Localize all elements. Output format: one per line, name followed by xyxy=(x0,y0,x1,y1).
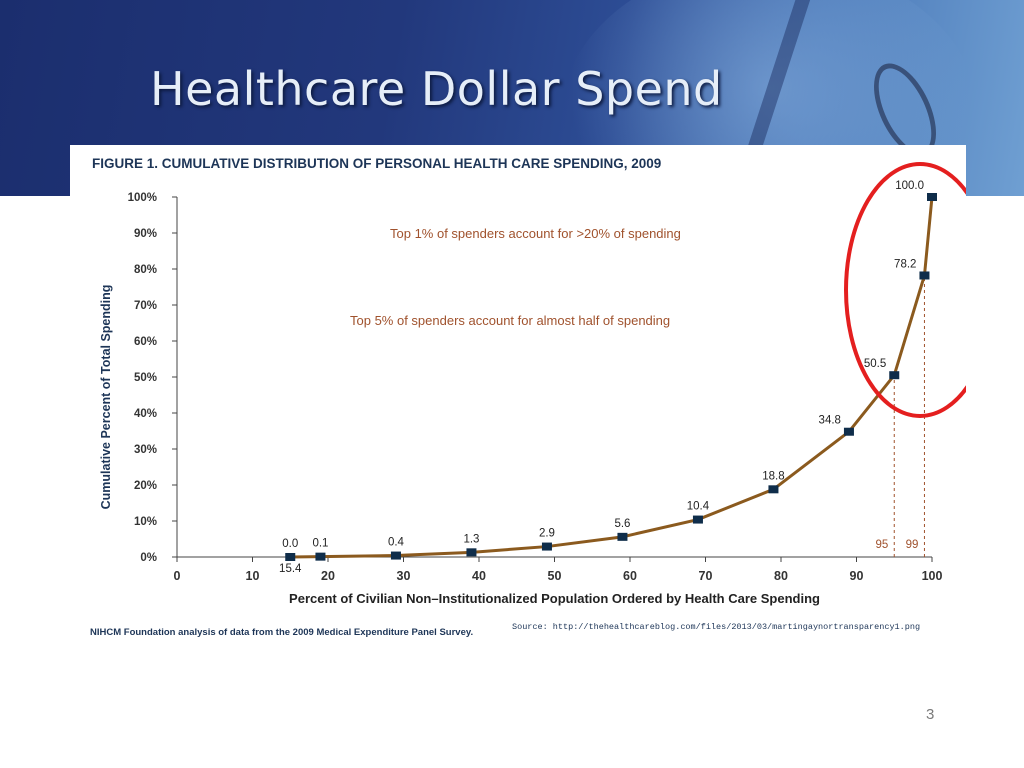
data-point-marker xyxy=(768,485,779,494)
x-annotation-label: 15.4 xyxy=(279,563,302,575)
y-tick-label: 80% xyxy=(134,264,157,276)
chart-title: FIGURE 1. CUMULATIVE DISTRIBUTION OF PER… xyxy=(92,156,661,171)
x-tick-label: 40 xyxy=(472,569,486,583)
y-tick-label: 90% xyxy=(134,228,157,240)
y-tick-label: 50% xyxy=(134,372,157,384)
y-tick-label: 40% xyxy=(134,408,157,420)
chart-figure: FIGURE 1. CUMULATIVE DISTRIBUTION OF PER… xyxy=(70,145,966,645)
y-tick-label: 60% xyxy=(134,336,157,348)
y-tick-label: 0% xyxy=(140,552,157,564)
data-label: 5.6 xyxy=(614,518,630,530)
reference-line-label: 99 xyxy=(906,539,919,551)
series-line xyxy=(290,196,934,559)
x-tick-label: 100 xyxy=(922,569,943,583)
x-axis-label: Percent of Civilian Non–Institutionalize… xyxy=(289,591,820,606)
annotation-top-1: Top 1% of spenders account for >20% of s… xyxy=(390,226,681,241)
data-label: 0.0 xyxy=(282,538,298,550)
reference-line-label: 95 xyxy=(875,539,888,551)
data-label: 100.0 xyxy=(895,180,924,192)
data-label: 18.8 xyxy=(762,470,784,482)
data-label: 0.4 xyxy=(388,537,405,549)
y-tick-label: 30% xyxy=(134,444,157,456)
y-tick-label: 10% xyxy=(134,516,157,528)
data-point-marker xyxy=(889,371,900,380)
data-point-marker xyxy=(919,271,930,280)
data-point-marker xyxy=(315,552,326,561)
x-tick-label: 70 xyxy=(699,569,713,583)
annotation-top-5: Top 5% of spenders account for almost ha… xyxy=(350,313,670,328)
y-tick-label: 100% xyxy=(128,192,157,204)
x-tick-label: 20 xyxy=(321,569,335,583)
highlight-circle xyxy=(844,162,966,418)
x-tick-label: 80 xyxy=(774,569,788,583)
data-label: 78.2 xyxy=(894,258,916,270)
data-label: 50.5 xyxy=(864,358,886,370)
data-point-marker xyxy=(692,515,703,524)
data-point-marker xyxy=(285,553,296,561)
data-point-marker xyxy=(843,427,854,436)
data-label: 2.9 xyxy=(539,528,555,540)
slide-title: Healthcare Dollar Spend xyxy=(150,62,723,116)
data-point-marker xyxy=(927,193,937,201)
data-point-marker xyxy=(541,542,552,551)
y-tick-label: 20% xyxy=(134,480,157,492)
data-label: 10.4 xyxy=(687,501,710,513)
x-tick-label: 30 xyxy=(397,569,411,583)
spending-chart: FIGURE 1. CUMULATIVE DISTRIBUTION OF PER… xyxy=(90,156,966,638)
x-tick-label: 10 xyxy=(246,569,260,583)
y-tick-label: 70% xyxy=(134,300,157,312)
data-label: 34.8 xyxy=(819,415,841,427)
footnote: NIHCM Foundation analysis of data from t… xyxy=(90,627,473,638)
x-tick-label: 0 xyxy=(174,569,181,583)
x-tick-label: 90 xyxy=(850,569,864,583)
data-label: 0.1 xyxy=(312,538,328,550)
data-label: 1.3 xyxy=(463,533,479,545)
x-tick-label: 60 xyxy=(623,569,637,583)
source-note: Source: http://thehealthcareblog.com/fil… xyxy=(512,622,920,632)
y-axis-label: Cumulative Percent of Total Spending xyxy=(99,285,113,510)
x-tick-label: 50 xyxy=(548,569,562,583)
data-point-marker xyxy=(390,551,401,560)
data-point-marker xyxy=(466,548,477,557)
slide-number: 3 xyxy=(926,706,935,723)
data-point-marker xyxy=(617,532,628,541)
